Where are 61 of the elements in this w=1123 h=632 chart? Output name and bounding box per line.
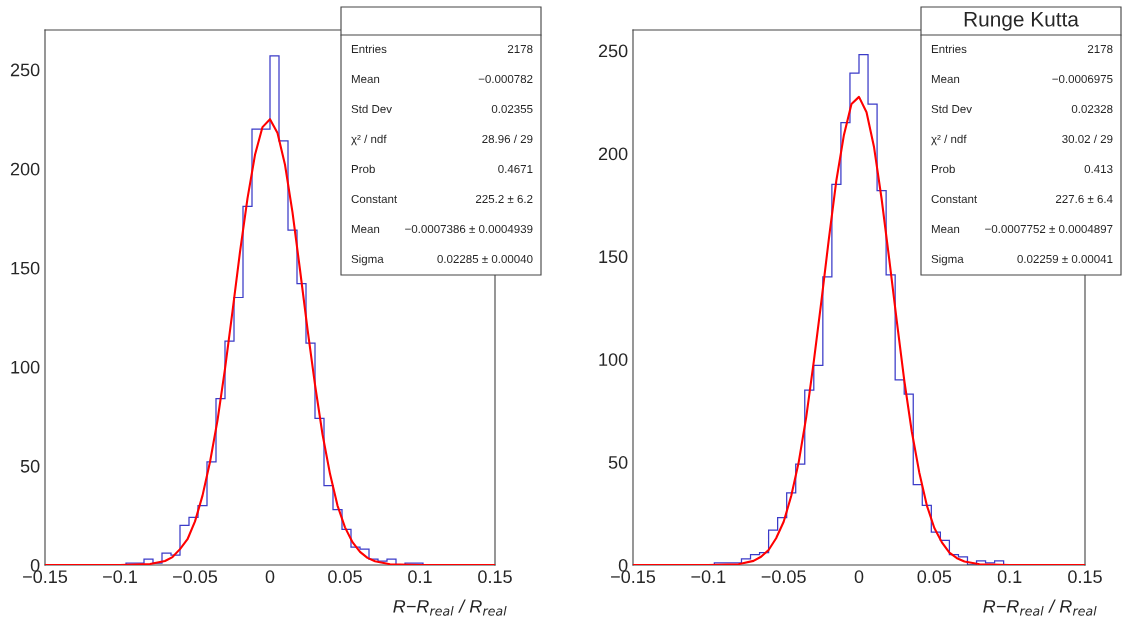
y-tick-label: 0	[618, 558, 628, 572]
x-tick-label: 0.05	[917, 570, 952, 584]
annotation: 225.2 ± 6.2	[475, 194, 533, 204]
x-tick-label: 0	[265, 570, 275, 584]
x-tick-label: 0.05	[328, 570, 362, 584]
x-tick-label: −0.1	[103, 570, 137, 584]
annotation: 28.96 / 29	[482, 134, 533, 144]
x-tick-label: 0.15	[478, 570, 512, 584]
y-tick-label: 100	[599, 353, 628, 366]
annotation: Constant	[931, 194, 978, 204]
annotation: Prob	[351, 164, 375, 174]
annotation: Std Dev	[351, 104, 392, 114]
x-tick-label: 0	[854, 570, 864, 584]
x-tick-label: −0.15	[611, 570, 656, 584]
x-tick-label: 0.1	[997, 570, 1022, 584]
y-tick-label: 250	[10, 63, 40, 77]
annotation: Mean	[931, 225, 960, 234]
chart-title: Runge Kutta	[964, 12, 1079, 31]
annotation: 227.6 ± 6.4	[1055, 194, 1113, 204]
text: 0.4671	[498, 164, 533, 174]
annotation: −0.0007752 ± 0.0004897	[985, 224, 1113, 234]
annotation: Prob	[931, 164, 955, 174]
y-tick-label: 50	[20, 459, 40, 473]
x-tick-label: 0.15	[1068, 570, 1102, 584]
annotation: χ² / ndf	[931, 134, 967, 146]
annotation: Entries	[351, 44, 387, 54]
text: 2178	[1087, 44, 1113, 54]
annotation: Std Dev	[931, 104, 972, 114]
y-tick-label: 250	[598, 44, 628, 58]
x-tick-label: −0.05	[173, 570, 218, 584]
annotation: 0.02355	[491, 104, 533, 114]
y-tick-label: 150	[599, 250, 628, 264]
x-tick-label: 0.1	[408, 570, 432, 584]
annotation: Constant	[351, 194, 398, 204]
annotation: 0.02328	[1071, 104, 1113, 114]
annotation: Mean	[931, 75, 960, 84]
annotation: 30.02 / 29	[1062, 134, 1113, 144]
y-tick-label: 100	[11, 360, 40, 374]
annotation: −0.0007386 ± 0.0004939	[405, 224, 533, 234]
annotation: −0.0006975	[1052, 74, 1113, 84]
x-tick-label: −0.1	[691, 570, 726, 584]
text: 2178	[507, 44, 533, 54]
x-tick-label: −0.15	[23, 570, 68, 584]
annotation: χ² / ndf	[351, 134, 387, 146]
annotation: −0.000782	[478, 74, 533, 84]
annotation: 0.02285 ± 0.00040	[437, 254, 533, 264]
y-tick-label: 150	[11, 261, 40, 275]
annotation: 0.413	[1084, 164, 1113, 174]
annotation: Sigma	[351, 254, 384, 266]
x-axis-title: R−R$_{real}$ / R$_{real}$	[393, 599, 507, 616]
y-tick-label: 200	[598, 147, 628, 161]
annotation: 0.02259 ± 0.00041	[1017, 254, 1113, 264]
y-tick-label: 200	[10, 162, 40, 176]
x-tick-label: −0.05	[761, 570, 806, 584]
y-tick-label: 50	[608, 456, 628, 469]
annotation: Sigma	[931, 254, 964, 266]
annotation: Mean	[351, 225, 380, 234]
y-tick-label: 0	[30, 558, 40, 572]
annotation: Entries	[931, 44, 967, 54]
annotation: Mean	[351, 75, 380, 84]
x-axis-title: R−R$_{real}$ / R$_{real}$	[983, 599, 1097, 616]
